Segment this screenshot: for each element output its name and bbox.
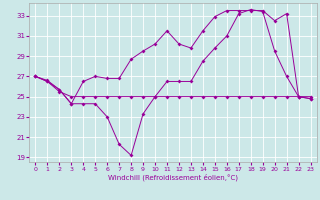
X-axis label: Windchill (Refroidissement éolien,°C): Windchill (Refroidissement éolien,°C) [108, 173, 238, 181]
